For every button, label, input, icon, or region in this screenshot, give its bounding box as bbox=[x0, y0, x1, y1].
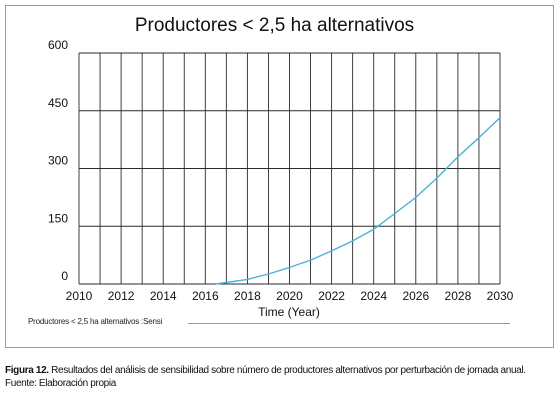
x-tick-label: 2014 bbox=[150, 289, 177, 303]
legend-line-swatch bbox=[188, 323, 510, 324]
caption-source: Fuente: Elaboración propia bbox=[5, 378, 116, 389]
chart-grid bbox=[78, 52, 501, 285]
figure-caption: Figura 12. Resultados del análisis de se… bbox=[5, 364, 554, 390]
y-tick-label: 300 bbox=[48, 154, 68, 168]
x-tick-label: 2010 bbox=[66, 289, 93, 303]
x-tick-label: 2026 bbox=[402, 289, 429, 303]
legend-label: Productores < 2,5 ha alternativos :Sensi bbox=[28, 317, 163, 326]
caption-text: Resultados del análisis de sensibilidad … bbox=[48, 365, 526, 376]
chart-series bbox=[215, 117, 501, 285]
x-tick-label: 2018 bbox=[234, 289, 261, 303]
y-axis-tick-labels: 600 450 300 150 0 bbox=[48, 38, 68, 283]
x-axis-tick-labels: 2010 2012 2014 2016 2018 2020 2022 2024 2026 2028… bbox=[66, 289, 514, 303]
caption-label: Figura 12. bbox=[5, 365, 49, 376]
x-tick-label: 2024 bbox=[360, 289, 387, 303]
series-line-1 bbox=[215, 117, 501, 285]
x-tick-label: 2012 bbox=[108, 289, 135, 303]
x-tick-label: 2016 bbox=[192, 289, 219, 303]
x-tick-label: 2030 bbox=[487, 289, 514, 303]
x-tick-label: 2020 bbox=[276, 289, 303, 303]
x-axis-label: Time (Year) bbox=[258, 305, 320, 319]
y-tick-label: 600 bbox=[48, 38, 68, 52]
y-tick-label: 0 bbox=[61, 269, 68, 283]
x-tick-label: 2022 bbox=[318, 289, 345, 303]
x-tick-label: 2028 bbox=[445, 289, 472, 303]
y-tick-label: 450 bbox=[48, 96, 68, 110]
chart-title: Productores < 2,5 ha alternativos bbox=[134, 15, 415, 36]
chart-frame bbox=[5, 5, 554, 348]
y-tick-label: 150 bbox=[48, 211, 68, 225]
